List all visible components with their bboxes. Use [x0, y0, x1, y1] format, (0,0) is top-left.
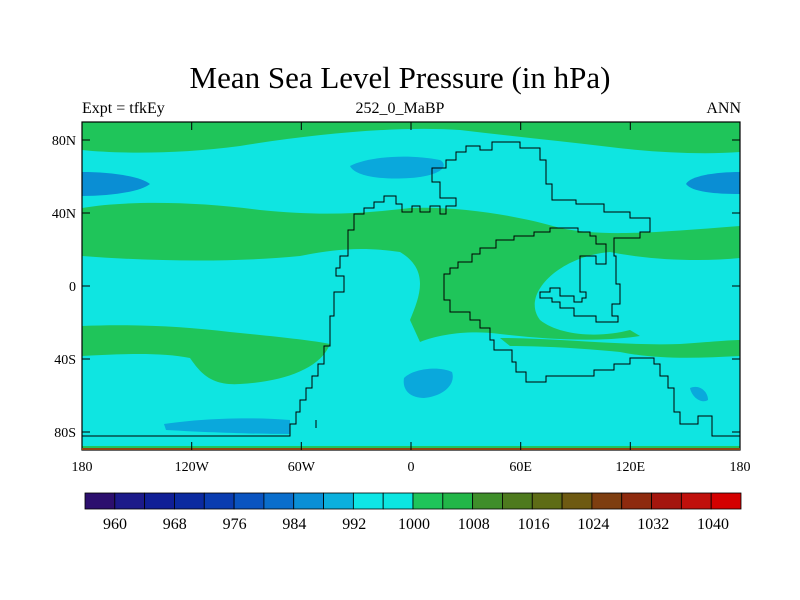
y-tick-label: 80S	[54, 426, 76, 441]
north-high-band	[82, 122, 740, 154]
x-tick-label: 120E	[616, 460, 646, 475]
north-pacific-low	[350, 156, 444, 179]
x-tick-label: 60W	[288, 460, 316, 475]
subtropical-high-south	[82, 325, 330, 385]
colorbar-swatch	[502, 492, 533, 510]
southern-low-west	[164, 418, 290, 434]
y-tick-label: 0	[69, 280, 76, 295]
colorbar-swatch	[174, 492, 205, 510]
colorbar-swatch	[203, 492, 235, 510]
colorbar-label: 984	[282, 516, 306, 533]
colorbar-swatch	[472, 492, 503, 510]
season-label: ANN	[706, 100, 741, 117]
southern-low-east	[690, 386, 708, 402]
colorbar-swatch	[84, 492, 116, 510]
colorbar-label: 968	[163, 516, 187, 533]
colorbar-label: 960	[103, 516, 127, 533]
y-tick-label: 80N	[52, 134, 76, 149]
pressure-field	[82, 122, 740, 450]
colorbar-swatch	[531, 492, 563, 510]
x-tick-label: 180	[730, 460, 751, 475]
colorbar-swatch	[352, 492, 384, 510]
colorbar	[84, 492, 742, 510]
colorbar-swatch	[561, 492, 593, 510]
colorbar-label: 1024	[577, 516, 609, 533]
colorbar-swatch	[114, 492, 146, 510]
continent-outlines	[82, 141, 740, 437]
colorbar-swatch	[382, 492, 414, 510]
x-tick-label: 0	[408, 460, 415, 475]
colorbar-swatch	[144, 492, 175, 510]
x-tick-label: 60E	[509, 460, 532, 475]
period-label: 252_0_MaBP	[355, 100, 445, 117]
colorbar-label: 1040	[697, 516, 729, 533]
pangea-coastline	[82, 141, 740, 437]
chart-title: Mean Sea Level Pressure (in hPa)	[189, 60, 611, 95]
colorbar-label: 992	[342, 516, 366, 533]
southern-low-center	[403, 368, 453, 398]
subtropical-high-north	[82, 202, 740, 342]
colorbar-label: 1016	[518, 516, 550, 533]
colorbar-label: 1008	[458, 516, 490, 533]
colorbar-swatch	[412, 492, 444, 510]
colorbar-swatch	[293, 492, 324, 510]
y-tick-label: 40S	[54, 353, 76, 368]
colorbar-swatch	[680, 492, 712, 510]
colorbar-swatch	[263, 492, 295, 510]
colorbar-swatch	[591, 492, 623, 510]
colorbar-swatch	[233, 492, 265, 510]
colorbar-swatch	[710, 492, 742, 510]
colorbar-label: 976	[223, 516, 247, 533]
colorbar-label: 1032	[637, 516, 669, 533]
x-tick-label: 120W	[175, 460, 210, 475]
colorbar-swatch	[651, 492, 682, 510]
x-tick-label: 180	[72, 460, 93, 475]
axis-ticks	[82, 122, 740, 450]
subtropical-high-south-east	[500, 338, 740, 358]
y-tick-label: 40N	[52, 207, 76, 222]
north-atlantic-low-east	[686, 172, 740, 194]
colorbar-swatch	[621, 492, 652, 510]
colorbar-swatch	[442, 492, 474, 510]
north-atlantic-low-west	[82, 172, 150, 196]
experiment-label: Expt = tfkEy	[82, 100, 165, 117]
colorbar-label: 1000	[398, 516, 430, 533]
colorbar-swatch	[323, 492, 354, 510]
